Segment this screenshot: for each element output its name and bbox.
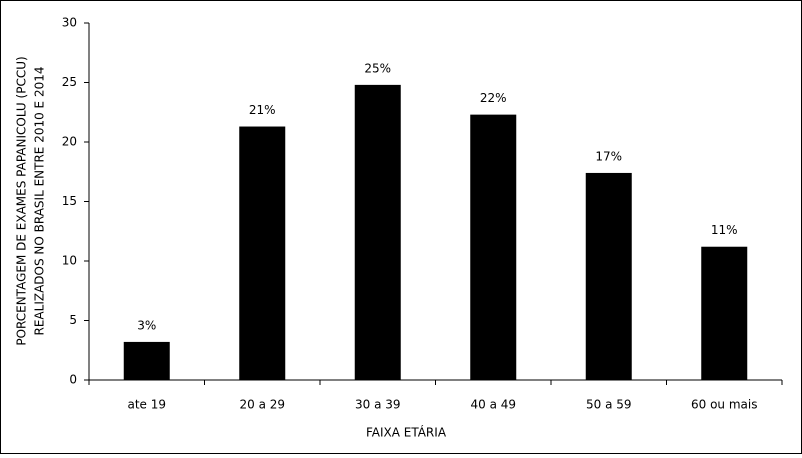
y-axis-label: REALIZADOS NO BRASIL ENTRE 2010 E 2014: [33, 67, 47, 336]
bar: [354, 84, 401, 380]
y-axis-label: PORCENTAGEM DE EXAMES PAPANICOLU (PCCU): [15, 56, 29, 345]
x-axis-label: FAIXA ETÁRIA: [366, 425, 447, 440]
x-tick-label: 20 a 29: [239, 398, 285, 412]
bar: [470, 114, 517, 380]
y-tick-label: 0: [69, 373, 77, 387]
y-tick-label: 10: [62, 254, 77, 268]
x-tick-label: 40 a 49: [470, 398, 516, 412]
x-tick-label: 60 ou mais: [691, 398, 757, 412]
value-label: 25%: [364, 61, 391, 75]
value-label: 21%: [249, 103, 276, 117]
y-tick-label: 20: [62, 135, 77, 149]
y-tick-label: 5: [69, 313, 77, 327]
y-tick-label: 30: [62, 16, 77, 30]
value-label: 22%: [480, 91, 507, 105]
y-tick-label: 15: [62, 194, 77, 208]
bar: [239, 126, 286, 380]
value-label: 17%: [595, 149, 622, 163]
value-label: 3%: [137, 318, 156, 332]
bar: [585, 172, 632, 380]
bar: [123, 341, 170, 380]
bar: [701, 246, 748, 380]
value-label: 11%: [711, 223, 738, 237]
x-tick-label: ate 19: [127, 398, 166, 412]
x-tick-label: 50 a 59: [586, 398, 632, 412]
y-tick-label: 25: [62, 75, 77, 89]
x-tick-label: 30 a 39: [355, 398, 401, 412]
